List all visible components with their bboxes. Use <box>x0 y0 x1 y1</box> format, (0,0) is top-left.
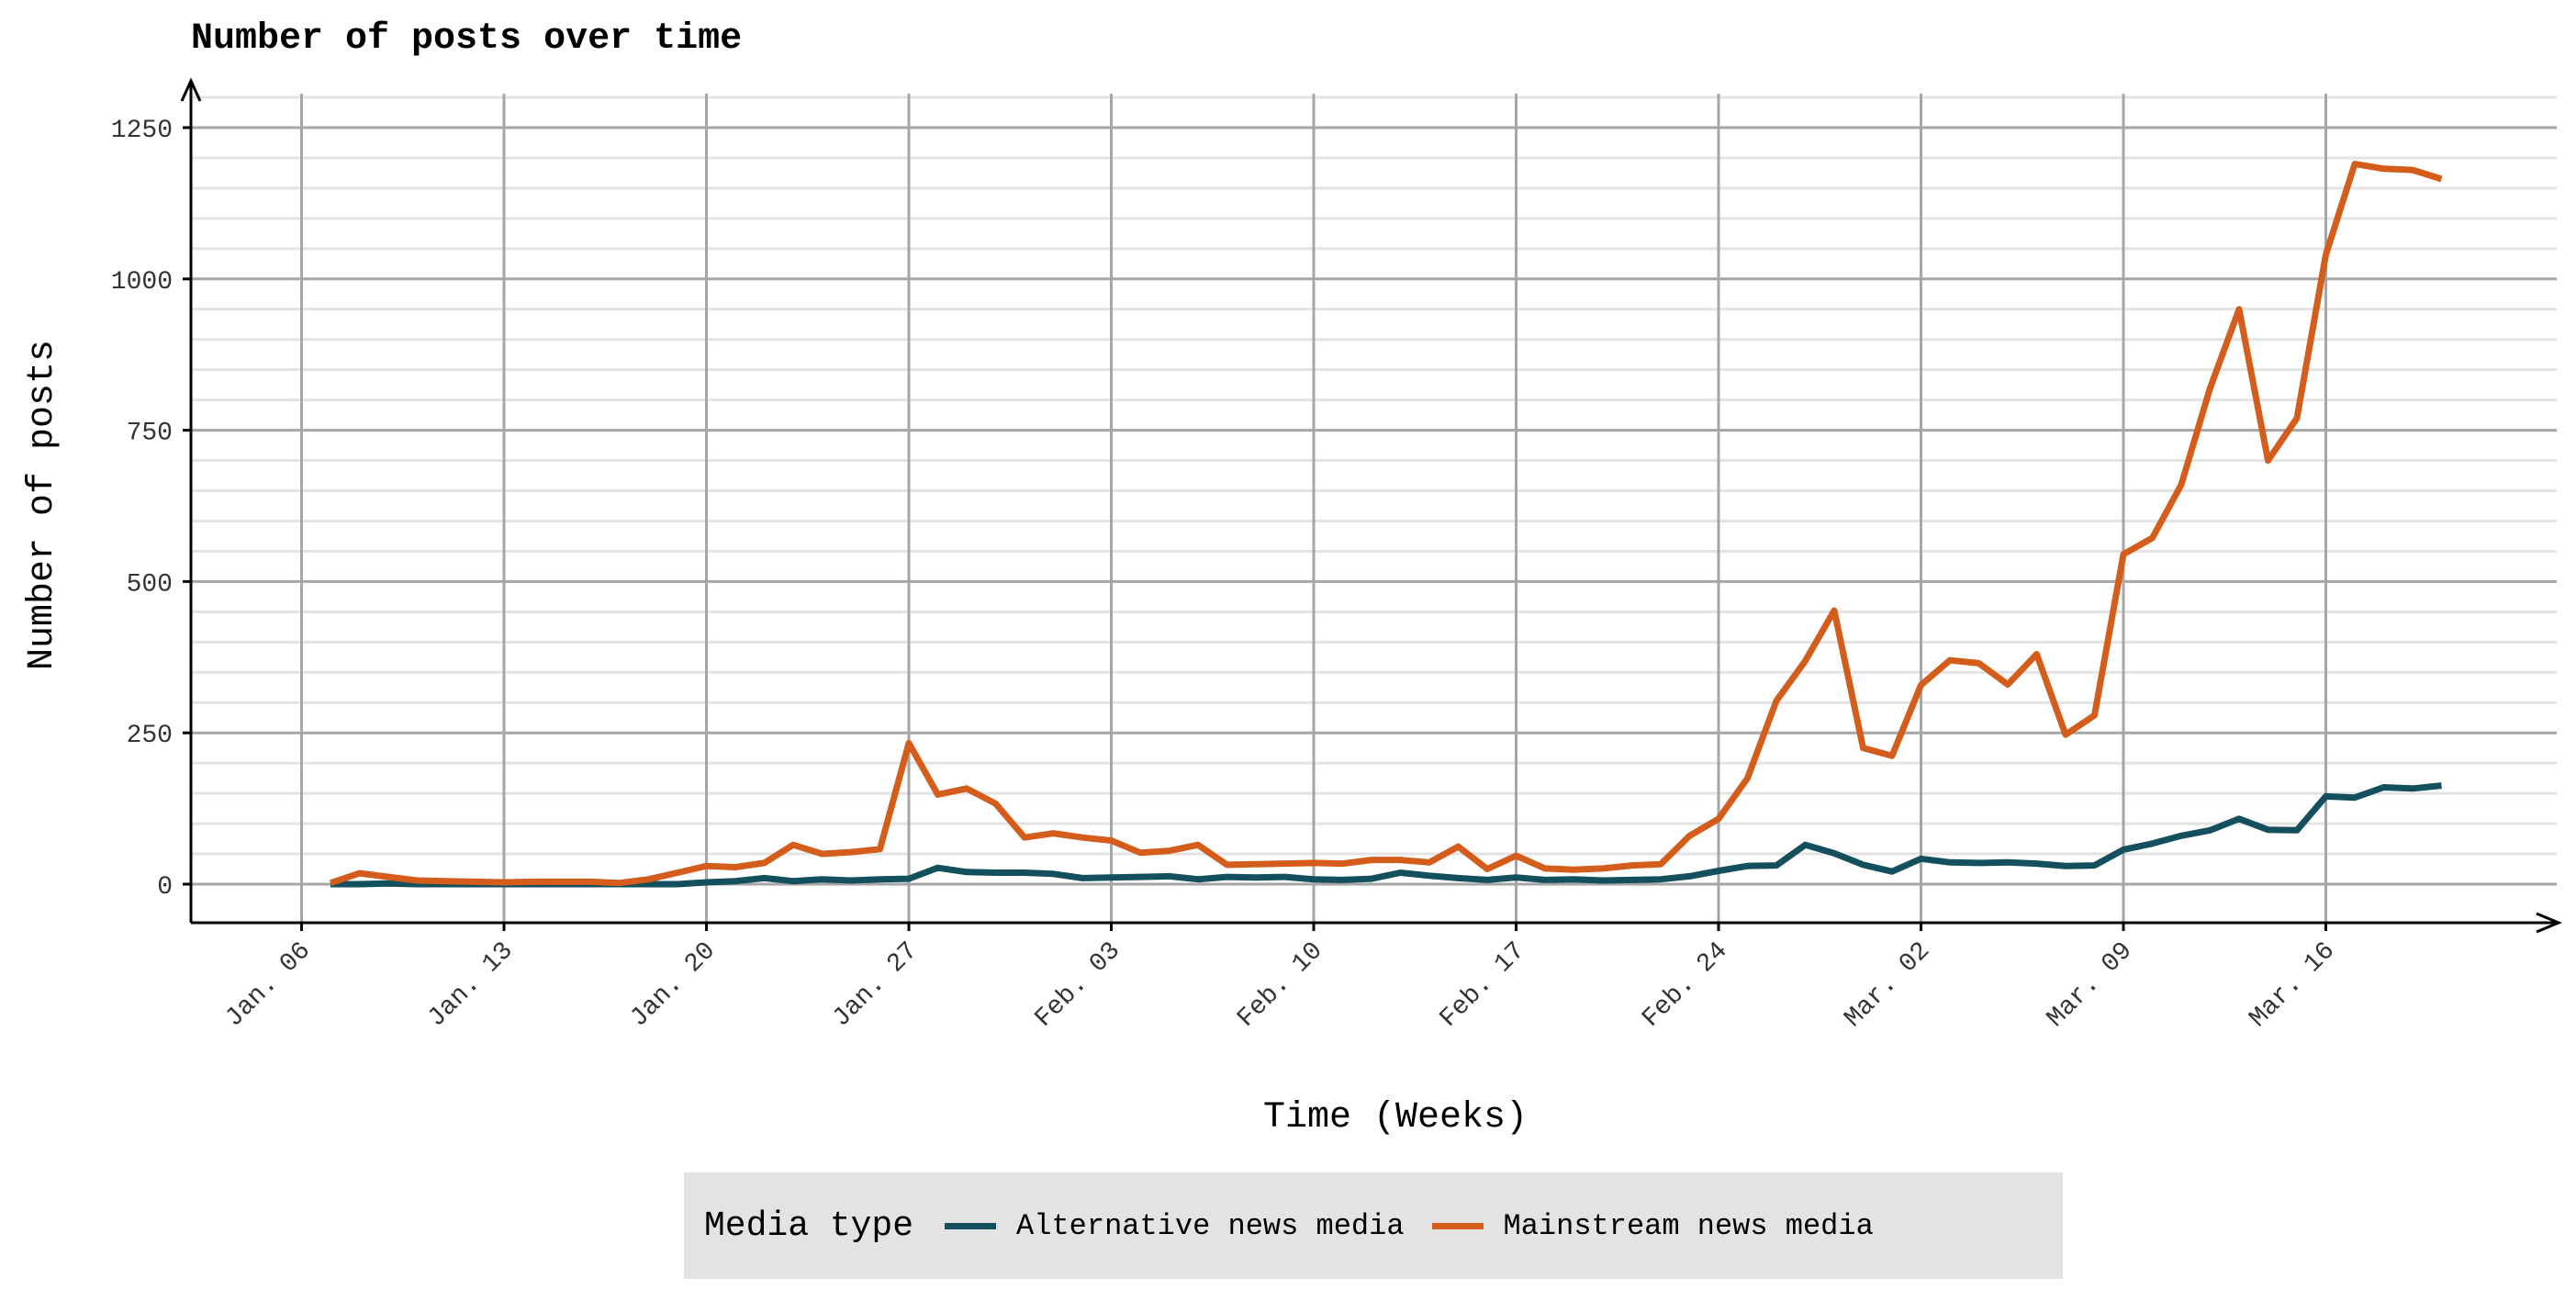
y-tick-label: 0 <box>157 873 173 902</box>
series-lines <box>329 161 2443 888</box>
y-axis-arrow <box>180 77 202 102</box>
series-line-alternative <box>330 782 2442 888</box>
x-tick-label: Mar. 16 <box>2245 936 2341 1033</box>
y-axis-ticks: 0 250 500 750 1000 1250 <box>111 117 191 902</box>
axes <box>180 77 2562 934</box>
legend-item-alternative: Alternative news media <box>945 1208 1405 1243</box>
x-tick-label: Mar. 09 <box>2042 936 2138 1033</box>
y-tick-label: 500 <box>127 570 173 599</box>
x-axis-ticks: Jan. 06 Jan. 13 Jan. 20 Jan. 27 Feb. 03 Feb. … <box>220 923 2341 1034</box>
x-tick-label: Feb. 24 <box>1637 936 1733 1033</box>
x-tick-label: Jan. 20 <box>625 936 722 1033</box>
y-tick-label: 1250 <box>111 117 173 145</box>
x-tick-label: Jan. 13 <box>422 936 519 1033</box>
major-gridlines <box>191 94 2557 923</box>
legend-label-alternative: Alternative news media <box>1016 1208 1405 1243</box>
legend-label-mainstream: Mainstream news media <box>1503 1208 1874 1243</box>
y-axis-title: Number of posts <box>22 340 63 670</box>
x-tick-label: Jan. 06 <box>220 936 317 1033</box>
y-tick-label: 250 <box>127 722 173 750</box>
chart-title: Number of posts over time <box>191 18 742 60</box>
x-axis-arrow <box>2536 912 2562 934</box>
x-tick-label: Mar. 02 <box>1840 936 1936 1033</box>
x-axis-title: Time (Weeks) <box>1263 1097 1528 1138</box>
legend-title: Media type <box>704 1206 914 1246</box>
series-line-mainstream <box>329 161 2443 887</box>
x-tick-label: Jan. 27 <box>827 936 924 1033</box>
legend: Media type Alternative news media Mainst… <box>684 1172 2063 1279</box>
x-tick-label: Feb. 03 <box>1030 936 1126 1033</box>
y-tick-label: 750 <box>127 420 173 448</box>
y-tick-label: 1000 <box>111 268 173 297</box>
x-tick-label: Feb. 17 <box>1435 936 1531 1033</box>
legend-key-mainstream <box>1431 1222 1484 1229</box>
legend-key-alternative <box>945 1222 997 1229</box>
x-tick-label: Feb. 10 <box>1232 936 1328 1033</box>
legend-item-mainstream: Mainstream news media <box>1431 1208 1874 1243</box>
minor-gridlines <box>191 95 2557 856</box>
